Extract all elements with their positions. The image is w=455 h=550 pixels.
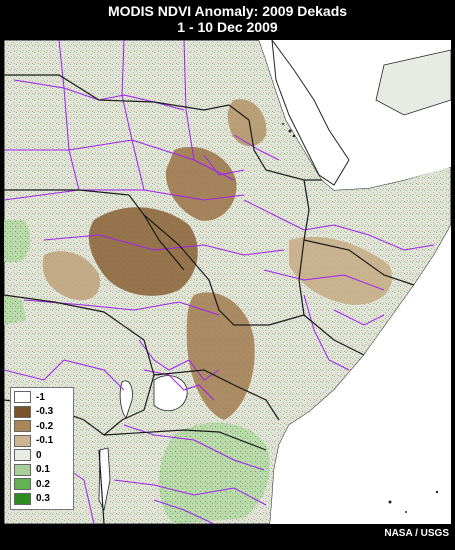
legend-item: -0.3: [14, 405, 70, 420]
legend-label: -1: [36, 391, 45, 403]
legend-item: 0.2: [14, 477, 70, 492]
legend-swatch: [14, 449, 31, 462]
legend-swatch: [14, 434, 31, 447]
map-title-line2: 1 - 10 Dec 2009: [177, 19, 278, 35]
national-borders: [4, 74, 415, 524]
legend-item: 0: [14, 448, 70, 463]
legend-item: -1: [14, 390, 70, 405]
legend-label: 0.2: [36, 478, 50, 490]
legend: -1 -0.3 -0.2 -0.1 0 0.1 0.2 0.3: [10, 387, 74, 510]
legend-swatch: [14, 405, 31, 418]
ndvi-map: [4, 40, 451, 524]
islands: [282, 123, 439, 513]
legend-swatch: [14, 478, 31, 491]
legend-swatch: [14, 463, 31, 476]
map-title: MODIS NDVI Anomaly: 2009 Dekads 1 - 10 D…: [0, 3, 455, 35]
legend-item: -0.2: [14, 419, 70, 434]
legend-swatch: [14, 492, 31, 505]
credit-text: NASA / USGS: [384, 528, 449, 539]
legend-swatch: [14, 391, 31, 404]
legend-swatch: [14, 420, 31, 433]
legend-label: 0.3: [36, 493, 50, 505]
legend-label: 0.1: [36, 464, 50, 476]
legend-item: -0.1: [14, 434, 70, 449]
legend-label: -0.2: [36, 420, 54, 432]
positive-anomaly-regions: [4, 220, 270, 524]
legend-label: -0.3: [36, 406, 54, 418]
legend-item: 0.1: [14, 463, 70, 478]
legend-label: -0.1: [36, 435, 54, 447]
legend-item: 0.3: [14, 492, 70, 507]
sea: [259, 40, 451, 524]
legend-label: 0: [36, 449, 42, 461]
map-frame: [4, 40, 451, 524]
map-title-line1: MODIS NDVI Anomaly: 2009 Dekads: [107, 3, 348, 19]
